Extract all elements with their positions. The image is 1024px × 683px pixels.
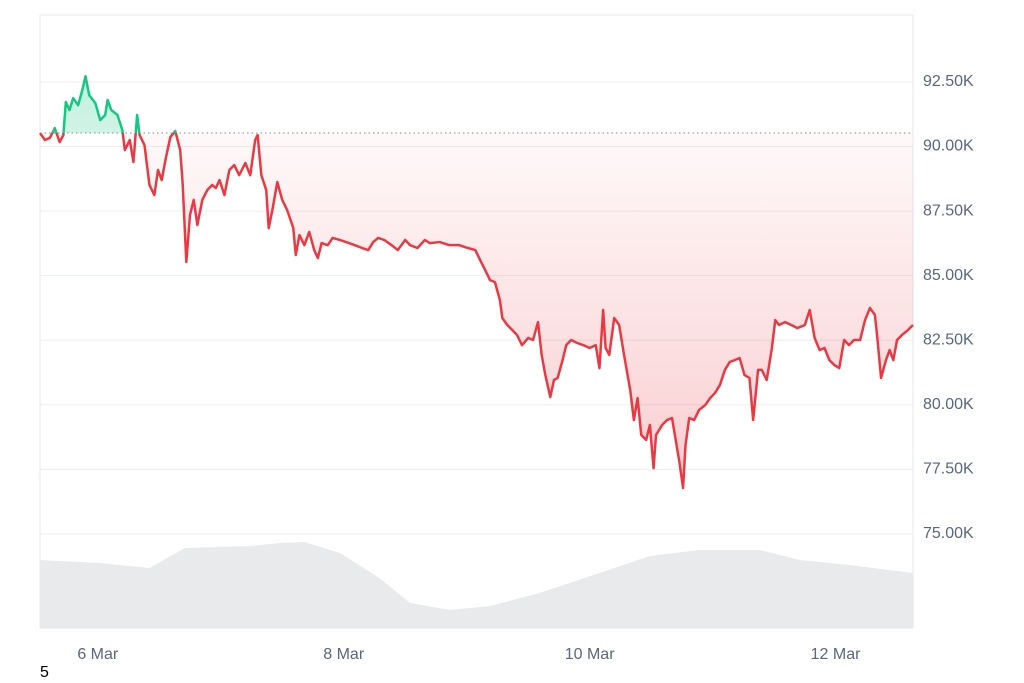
area-fill: [40, 76, 913, 488]
y-tick-label: 75.00K: [923, 525, 974, 542]
volume-area: [40, 542, 913, 628]
x-tick-label: 6 Mar: [77, 646, 119, 663]
y-tick-label: 82.50K: [923, 331, 974, 348]
x-tick-label: 8 Mar: [323, 646, 365, 663]
x-tick-label: 12 Mar: [811, 646, 861, 663]
y-tick-label: 80.00K: [923, 396, 974, 413]
y-tick-label: 87.50K: [923, 202, 974, 219]
y-tick-label: 85.00K: [923, 267, 974, 284]
y-tick-label: 92.50K: [923, 73, 974, 90]
footnote: 5: [40, 664, 49, 681]
x-tick-label: 10 Mar: [565, 646, 615, 663]
y-tick-label: 77.50K: [923, 461, 974, 478]
price-line: [38, 74, 914, 490]
y-tick-label: 90.00K: [923, 138, 974, 155]
